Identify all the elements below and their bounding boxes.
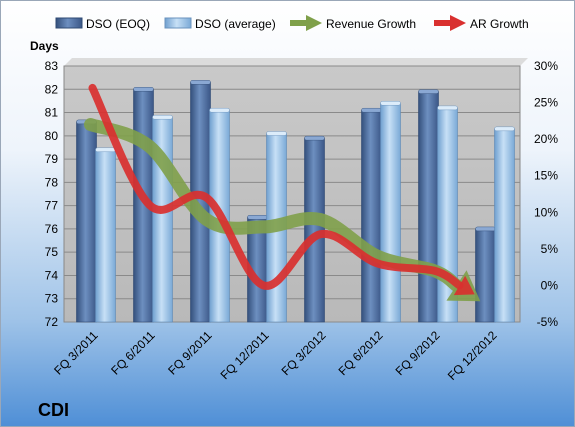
bar-dso-eoq-cap [190, 80, 211, 85]
legend-label-dso-eoq: DSO (EOQ) [86, 17, 150, 31]
legend-label-dso-average: DSO (average) [195, 17, 276, 31]
bar-dso-eoq [475, 228, 496, 323]
bar-dso-eoq-cap [418, 89, 439, 94]
left-tick-label: 80 [45, 129, 59, 143]
legend-swatch-dso-eoq [55, 17, 83, 29]
x-tick-label: FQ 9/2012 [393, 328, 443, 378]
x-tick-label: FQ 12/2012 [445, 328, 500, 383]
x-axis-ticks: FQ 3/2011 FQ 6/2011 FQ 9/2011 FQ 12/2011 FQ … [51, 328, 500, 383]
right-tick-label: 5% [541, 242, 559, 256]
right-tick-label: 0% [541, 278, 559, 292]
legend-swatch-dso-average [164, 17, 192, 29]
x-tick-label: FQ 9/2011 [165, 328, 215, 378]
bar-dso-average-cap [494, 126, 515, 132]
left-tick-label: 78 [45, 175, 59, 189]
left-tick-label: 81 [45, 106, 59, 120]
right-tick-label: 30% [534, 59, 558, 73]
left-axis-ticks: 72 73 74 75 76 77 78 79 80 81 82 83 [45, 59, 59, 329]
bar-dso-eoq-cap [133, 87, 154, 92]
bar-dso-eoq-cap [247, 215, 268, 220]
left-tick-label: 79 [45, 152, 59, 166]
right-tick-label: 15% [534, 169, 558, 183]
bar-dso-average-cap [95, 147, 116, 152]
bar-dso-eoq-cap [475, 226, 496, 232]
left-tick-label: 74 [45, 268, 59, 282]
bar-dso-eoq [361, 109, 382, 323]
x-tick-label: FQ 12/2011 [218, 328, 272, 382]
legend-label-ar-growth: AR Growth [470, 17, 529, 31]
bar-dso-average-cap [209, 108, 230, 113]
right-tick-label: 10% [534, 205, 558, 219]
legend: DSO (EOQ) DSO (average) Revenue Growth A… [55, 15, 529, 31]
bar-dso-eoq-cap [361, 108, 382, 113]
x-tick-label: FQ 6/2011 [108, 328, 158, 378]
bar-dso-average [95, 149, 116, 323]
x-tick-label: FQ 6/2012 [336, 328, 386, 378]
right-tick-label: -5% [537, 315, 559, 329]
bar-dso-average-cap [266, 131, 287, 136]
right-tick-label: 20% [534, 132, 558, 146]
plot-back-top [64, 58, 528, 66]
bar-dso-eoq [76, 121, 97, 323]
company-label: CDI [38, 400, 69, 420]
growth-lines [84, 83, 481, 302]
left-tick-label: 83 [45, 59, 59, 73]
bar-dso-eoq [418, 91, 439, 323]
legend-arrow-revenue-growth [290, 15, 322, 31]
x-tick-label: FQ 3/2012 [279, 328, 329, 378]
bar-dso-average-cap [437, 105, 458, 111]
bar-dso-average-cap [380, 101, 401, 106]
left-tick-label: 76 [45, 222, 59, 236]
line-ar-growth [88, 83, 464, 290]
left-tick-label: 72 [45, 315, 59, 329]
left-tick-label: 73 [45, 292, 59, 306]
legend-label-revenue-growth: Revenue Growth [326, 17, 416, 31]
y-axis-title-left: Days [30, 39, 59, 53]
right-tick-label: 25% [534, 96, 558, 110]
legend-arrow-ar-growth [434, 15, 466, 31]
x-tick-label: FQ 3/2011 [51, 328, 101, 378]
bar-dso-average [380, 102, 401, 323]
bar-dso-average [494, 128, 515, 323]
line-ar-growth-arrowhead [453, 275, 475, 296]
bar-dso-average-cap [152, 114, 173, 120]
left-tick-label: 77 [45, 199, 59, 213]
right-axis-ticks: -5% 0% 5% 10% 15% 20% 25% 30% [534, 59, 558, 329]
bar-dso-eoq-cap [304, 135, 325, 141]
left-tick-label: 82 [45, 82, 59, 96]
left-tick-label: 75 [45, 245, 59, 259]
